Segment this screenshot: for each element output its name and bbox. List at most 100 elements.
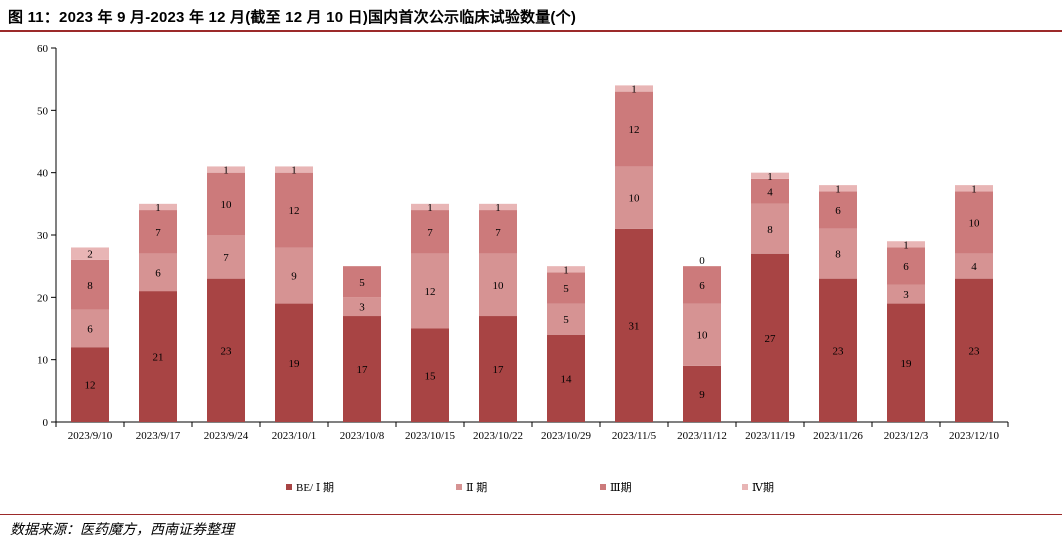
data-label: 14 bbox=[561, 373, 573, 385]
bar-segment bbox=[275, 166, 313, 173]
data-label: 7 bbox=[495, 227, 501, 239]
data-label: 5 bbox=[563, 314, 569, 326]
bar-segment bbox=[207, 235, 245, 279]
legend-label: BE/ Ⅰ 期 bbox=[296, 481, 334, 494]
bar-segment bbox=[547, 266, 585, 273]
data-label: 5 bbox=[563, 283, 569, 295]
data-label: 1 bbox=[767, 171, 773, 183]
bar-segment bbox=[139, 210, 177, 254]
legend-swatch bbox=[600, 484, 606, 490]
data-label: 12 bbox=[289, 205, 300, 217]
bar-stack: 27 8 4 1 bbox=[751, 171, 789, 422]
data-label: 23 bbox=[833, 345, 845, 357]
data-label: 0 bbox=[699, 255, 705, 267]
y-tick-label: 0 bbox=[43, 417, 49, 429]
x-tick-label: 2023/10/1 bbox=[272, 430, 317, 442]
legend-label: Ⅳ期 bbox=[752, 481, 774, 494]
bar-segment bbox=[139, 203, 177, 211]
data-label: 23 bbox=[221, 345, 233, 357]
bar-segment bbox=[275, 247, 313, 304]
data-label: 1 bbox=[427, 202, 433, 214]
bar-segment bbox=[615, 228, 653, 422]
data-label: 2 bbox=[87, 249, 93, 261]
x-tick-label: 2023/10/29 bbox=[541, 430, 592, 442]
bar-segment bbox=[683, 303, 721, 366]
bar-stack: 23 7 10 1 bbox=[207, 165, 245, 422]
bar-segment bbox=[887, 247, 925, 285]
bar-segment bbox=[207, 166, 245, 173]
bar-segment bbox=[819, 278, 857, 422]
legend-label: Ⅱ 期 bbox=[466, 481, 487, 494]
data-label: 6 bbox=[155, 267, 161, 279]
data-label: 12 bbox=[629, 124, 640, 136]
bar-segment bbox=[479, 210, 517, 254]
data-label: 1 bbox=[495, 202, 501, 214]
data-label: 9 bbox=[699, 389, 705, 401]
bar-segment bbox=[343, 316, 381, 422]
bar-segment bbox=[683, 266, 721, 304]
bar-segment bbox=[683, 365, 721, 422]
bar-segment bbox=[71, 259, 109, 310]
data-label: 1 bbox=[971, 183, 977, 195]
data-label: 12 bbox=[85, 380, 96, 392]
x-tick-label: 2023/12/3 bbox=[884, 430, 929, 442]
x-tick-label: 2023/11/5 bbox=[612, 430, 657, 442]
data-label: 15 bbox=[425, 370, 437, 382]
data-label: 8 bbox=[87, 280, 93, 292]
data-label: 5 bbox=[359, 277, 365, 289]
bar-segment bbox=[751, 203, 789, 254]
bar-stack: 14 5 5 1 bbox=[547, 264, 585, 422]
data-label: 1 bbox=[223, 165, 229, 177]
bar-segment bbox=[547, 334, 585, 422]
data-label: 1 bbox=[155, 202, 161, 214]
bar-segment bbox=[615, 166, 653, 229]
bar-segment bbox=[411, 253, 449, 329]
bar-segment bbox=[71, 247, 109, 260]
data-label: 27 bbox=[765, 333, 777, 345]
footer-divider bbox=[0, 514, 1062, 515]
data-label: 1 bbox=[903, 239, 909, 251]
x-axis: 2023/9/10 2023/9/17 2023/9/24 2023/10/1 2023… bbox=[55, 421, 1009, 442]
data-label: 19 bbox=[901, 358, 913, 370]
bar-segment bbox=[955, 191, 993, 254]
data-label: 17 bbox=[493, 364, 505, 376]
bar-segment bbox=[411, 203, 449, 211]
bar-stack: 21 6 7 1 bbox=[139, 202, 177, 422]
bar-segment bbox=[411, 210, 449, 254]
bar-segment bbox=[955, 253, 993, 279]
bar-stack: 15 12 7 1 bbox=[411, 202, 449, 422]
legend-swatch bbox=[286, 484, 292, 490]
bar-segment bbox=[71, 347, 109, 422]
bar-segment bbox=[615, 91, 653, 167]
y-tick-label: 10 bbox=[37, 355, 49, 367]
data-label: 9 bbox=[291, 271, 297, 283]
bar-segment bbox=[887, 303, 925, 422]
bar-stack: 23 4 10 1 bbox=[955, 183, 993, 422]
data-label: 7 bbox=[155, 227, 161, 239]
bar-segment bbox=[343, 266, 381, 298]
x-tick-label: 2023/11/19 bbox=[745, 430, 795, 442]
y-tick-label: 50 bbox=[37, 105, 49, 117]
x-tick-label: 2023/10/15 bbox=[405, 430, 456, 442]
bar-segment bbox=[275, 303, 313, 422]
data-label: 8 bbox=[767, 224, 773, 236]
bar-segment bbox=[887, 284, 925, 304]
data-label: 6 bbox=[87, 324, 93, 336]
bar-segment bbox=[479, 253, 517, 317]
bar-segment bbox=[887, 241, 925, 248]
data-label: 1 bbox=[631, 84, 637, 96]
data-label: 10 bbox=[629, 193, 641, 205]
data-label: 7 bbox=[427, 227, 433, 239]
bar-stack: 23 8 6 1 bbox=[819, 183, 857, 422]
bar-segment bbox=[955, 278, 993, 422]
title-divider bbox=[0, 30, 1062, 32]
data-label: 4 bbox=[767, 186, 773, 198]
x-tick-label: 2023/11/26 bbox=[813, 430, 863, 442]
bar-segment bbox=[479, 316, 517, 422]
bar-stack: 12 6 8 2 bbox=[71, 247, 109, 422]
bar-segment bbox=[479, 203, 517, 211]
data-label: 3 bbox=[359, 302, 365, 314]
y-tick-label: 20 bbox=[37, 292, 49, 304]
bar-segment bbox=[819, 191, 857, 229]
bar-segment bbox=[819, 185, 857, 192]
